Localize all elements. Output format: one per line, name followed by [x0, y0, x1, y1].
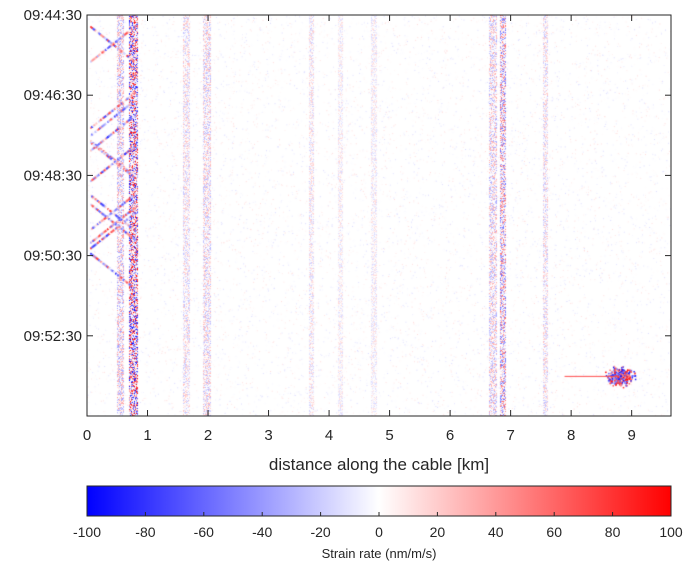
- colorbar-tick-label: 20: [430, 524, 446, 540]
- x-axis-label: distance along the cable [km]: [269, 455, 489, 474]
- y-axis-ticks: 09:44:30 09:46:30 09:48:30 09:50:30 09:52:30: [24, 7, 671, 345]
- colorbar-ticks: -100 -80 -60 -40 -20 0 20 40 60 80 100: [73, 512, 683, 540]
- colorbar-tick-label: -20: [310, 524, 330, 540]
- colorbar-label: Strain rate (nm/m/s): [322, 546, 437, 561]
- x-tick-label: 5: [385, 427, 393, 444]
- colorbar-tick-label: 100: [659, 524, 683, 540]
- y-tick-label: 09:48:30: [24, 167, 82, 184]
- y-tick-label: 09:50:30: [24, 248, 82, 265]
- x-tick-label: 4: [325, 427, 333, 444]
- colorbar-tick-label: 40: [488, 524, 504, 540]
- x-tick-label: 7: [506, 427, 514, 444]
- colorbar-tick-label: -80: [135, 524, 155, 540]
- x-tick-label: 8: [567, 427, 575, 444]
- x-tick-label: 2: [204, 427, 212, 444]
- y-tick-label: 09:46:30: [24, 87, 82, 104]
- plot-frame: [86, 14, 672, 417]
- x-tick-label: 9: [627, 427, 635, 444]
- colorbar-tick-label: -60: [194, 524, 214, 540]
- colorbar-tick-label: 80: [605, 524, 621, 540]
- x-tick-label: 3: [264, 427, 272, 444]
- colorbar-gradient: [86, 485, 672, 517]
- y-tick-label: 09:44:30: [24, 7, 82, 24]
- colorbar-tick-label: -40: [252, 524, 272, 540]
- colorbar-tick-label: 0: [375, 524, 383, 540]
- colorbar-tick-label: -100: [73, 524, 101, 540]
- x-axis-ticks: 0 1 2 3 4 5 6 7 8 9: [83, 15, 636, 444]
- y-tick-label: 09:52:30: [24, 328, 82, 345]
- x-tick-label: 0: [83, 427, 91, 444]
- x-tick-label: 6: [446, 427, 454, 444]
- strain-rate-heatmap: [87, 15, 671, 416]
- das-waterfall-plot: 0 1 2 3 4 5 6 7 8 9 09:44:30 09:46:30 09:48:30 09:50…: [24, 7, 672, 474]
- colorbar-tick-label: 60: [546, 524, 562, 540]
- heatmap-image: [87, 15, 671, 416]
- x-tick-label: 1: [143, 427, 151, 444]
- colorbar: -100 -80 -60 -40 -20 0 20 40 60 80 100 Strain rate…: [73, 485, 683, 561]
